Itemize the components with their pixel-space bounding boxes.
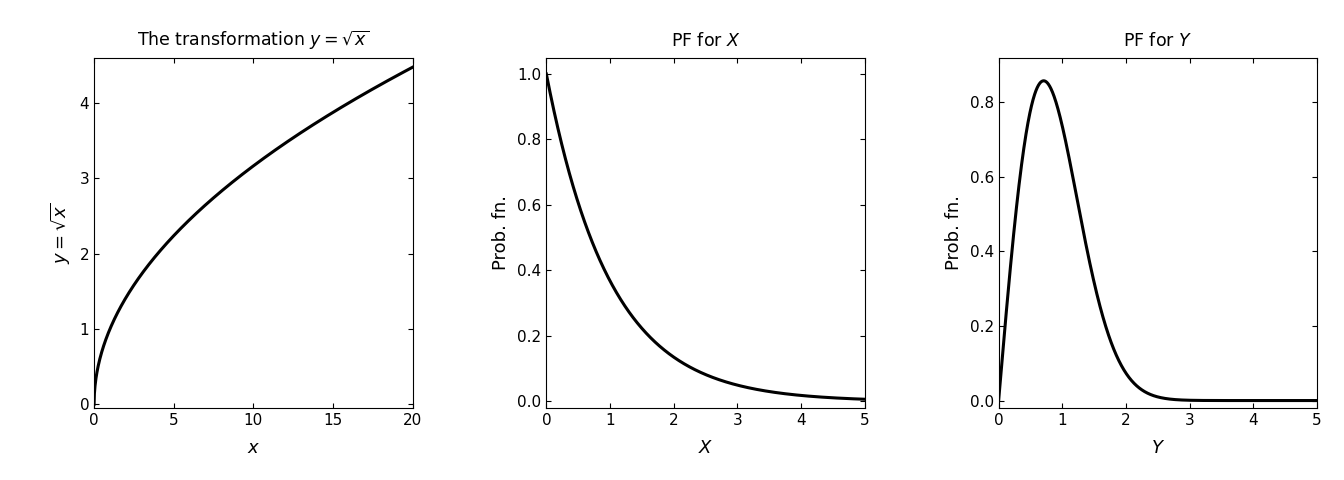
- Title: PF for $X$: PF for $X$: [671, 33, 741, 50]
- Title: The transformation $y = \sqrt{x}$: The transformation $y = \sqrt{x}$: [137, 29, 370, 52]
- X-axis label: $x$: $x$: [247, 439, 259, 457]
- Y-axis label: Prob. fn.: Prob. fn.: [945, 195, 962, 270]
- X-axis label: $Y$: $Y$: [1150, 439, 1165, 457]
- Y-axis label: Prob. fn.: Prob. fn.: [492, 195, 511, 270]
- X-axis label: $X$: $X$: [698, 439, 714, 457]
- Title: PF for $Y$: PF for $Y$: [1124, 33, 1192, 50]
- Y-axis label: $y = \sqrt{x}$: $y = \sqrt{x}$: [48, 202, 73, 264]
